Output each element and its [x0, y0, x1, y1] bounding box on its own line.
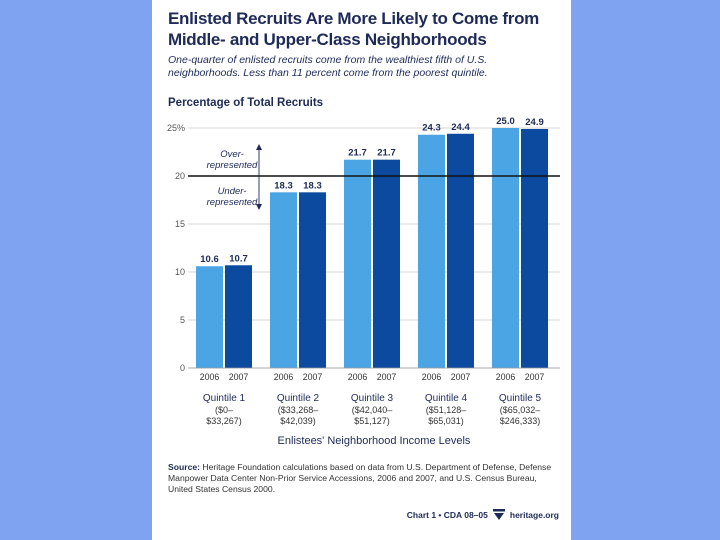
y-tick-label: 5: [180, 315, 185, 325]
bar-2007-q2: [299, 192, 326, 368]
x-axis-title: Enlistees' Neighborhood Income Levels: [278, 435, 471, 447]
x-year-label: 2007: [229, 372, 249, 382]
source-label: Source:: [168, 462, 200, 472]
x-year-label: 2007: [303, 372, 323, 382]
bar-2006-q4: [418, 134, 445, 368]
category-range-label: ($65,032–: [500, 405, 541, 415]
category-label: Quintile 1: [203, 393, 246, 404]
bar-2007-q4: [447, 133, 474, 368]
bar-2007-q5: [521, 128, 548, 368]
value-label: 24.4: [451, 122, 470, 133]
category-range-label: $42,039): [280, 416, 316, 426]
title-line-2: Middle- and Upper-Class Neighborhoods: [168, 30, 487, 49]
annotation-over-line-2: represented: [207, 160, 258, 171]
x-year-label: 2006: [496, 372, 516, 382]
chart-subtitle: One-quarter of enlisted recruits come fr…: [168, 54, 563, 80]
footer-chart-id: Chart 1 • CDA 08–05: [406, 509, 488, 520]
chart-title: Enlisted Recruits Are More Likely to Com…: [168, 8, 563, 50]
x-year-label: 2007: [451, 372, 471, 382]
subtitle-line-2: neighborhoods. Less than 11 percent come…: [168, 67, 488, 79]
subtitle-line-1: One-quarter of enlisted recruits come fr…: [168, 54, 488, 66]
x-year-label: 2007: [525, 372, 545, 382]
value-label: 24.9: [525, 117, 544, 128]
x-year-label: 2007: [377, 372, 397, 382]
value-label: 18.3: [274, 180, 293, 191]
category-range-label: ($33,268–: [278, 405, 319, 415]
category-range-label: ($51,128–: [426, 405, 467, 415]
title-line-1: Enlisted Recruits Are More Likely to Com…: [168, 9, 539, 28]
value-label: 25.0: [496, 116, 515, 127]
category-range-label: $65,031): [428, 416, 464, 426]
chart-footer: Chart 1 • CDA 08–05 heritage.org: [407, 509, 559, 520]
y-tick-label: 10: [175, 267, 185, 277]
y-tick-label: 20: [175, 171, 185, 181]
category-range-label: ($42,040–: [352, 405, 393, 415]
y-tick-label: 15: [175, 219, 185, 229]
value-label: 10.7: [229, 253, 248, 264]
y-tick-label: 0: [180, 363, 185, 373]
x-year-label: 2006: [274, 372, 294, 382]
source-note: Source: Heritage Foundation calculations…: [168, 462, 563, 495]
value-label: 24.3: [422, 123, 441, 134]
bar-2007-q3: [373, 159, 400, 368]
source-text: Heritage Foundation calculations based o…: [168, 462, 552, 494]
annotation-arrow-down-icon: [256, 204, 262, 210]
y-axis-title: Percentage of Total Recruits: [168, 97, 324, 109]
category-label: Quintile 3: [351, 393, 394, 404]
category-range-label: $33,267): [206, 416, 242, 426]
x-year-label: 2006: [422, 372, 442, 382]
bar-2006-q3: [344, 159, 371, 368]
category-range-label: ($0–: [215, 405, 233, 415]
annotation-under-line-1: Under-: [218, 186, 247, 197]
bar-2006-q1: [196, 266, 223, 368]
annotation-under-line-2: represented: [207, 197, 258, 208]
bar-2006-q2: [270, 192, 297, 368]
category-label: Quintile 2: [277, 393, 320, 404]
annotation-arrow-up-icon: [256, 144, 262, 150]
bar-2007-q1: [225, 265, 252, 368]
value-label: 21.7: [377, 148, 396, 159]
value-label: 21.7: [348, 148, 367, 159]
category-range-label: $246,333): [500, 416, 541, 426]
annotation-over-line-1: Over-: [220, 149, 244, 160]
category-label: Quintile 4: [425, 393, 468, 404]
category-range-label: $51,127): [354, 416, 390, 426]
value-label: 10.6: [200, 254, 219, 265]
y-tick-label: 25%: [167, 123, 185, 133]
footer-site: heritage.org: [509, 509, 559, 520]
value-label: 18.3: [303, 180, 322, 191]
bar-chart: 0 5 10 15 20 25% 10.6 2006 10.7 2007 Quintile 1($0…: [167, 116, 560, 447]
category-label: Quintile 5: [499, 393, 542, 404]
chart-card: Enlisted Recruits Are More Likely to Com…: [152, 0, 571, 540]
bar-2006-q5: [492, 128, 519, 368]
x-year-label: 2006: [348, 372, 368, 382]
heritage-logo-icon: [492, 509, 505, 520]
x-year-label: 2006: [200, 372, 220, 382]
